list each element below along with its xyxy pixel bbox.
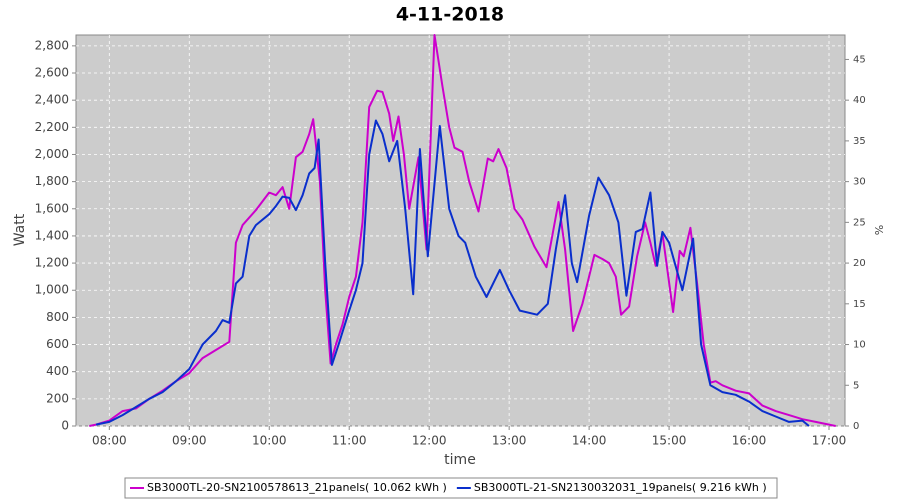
x-tick-label: 08:00 [92, 434, 127, 448]
x-axis-label: time [444, 452, 476, 468]
y2-tick-label: 25 [853, 217, 866, 228]
y-tick-label: 2,000 [35, 147, 69, 161]
y2-tick-label: 5 [853, 380, 859, 391]
y-tick-label: 1,800 [35, 174, 69, 188]
y2-axis-label: % [873, 225, 886, 235]
y-tick-label: 1,400 [35, 228, 69, 242]
y-tick-label: 1,200 [35, 256, 69, 270]
legend-label: SB3000TL-21-SN2130032031_19panels( 9.216… [474, 481, 767, 494]
y2-tick-label: 35 [853, 136, 866, 147]
y-axis-label: Watt [12, 213, 28, 246]
legend [124, 477, 778, 499]
y-tick-label: 200 [46, 391, 69, 405]
y2-tick-label: 30 [853, 177, 866, 188]
y2-tick-label: 40 [853, 95, 866, 106]
y-tick-label: 2,600 [35, 66, 69, 80]
x-tick-label: 11:00 [332, 434, 367, 448]
series-line [89, 34, 836, 427]
y2-tick-label: 45 [853, 54, 866, 65]
y-tick-label: 2,800 [35, 38, 69, 52]
y-tick-label: 400 [46, 364, 69, 378]
y-tick-label: 800 [46, 310, 69, 324]
x-tick-label: 17:00 [812, 434, 847, 448]
y2-tick-label: 15 [853, 299, 866, 310]
x-tick-label: 13:00 [492, 434, 527, 448]
x-tick-label: 15:00 [652, 434, 687, 448]
plot-area [75, 34, 846, 427]
chart-title: 4-11-2018 [396, 4, 504, 26]
x-tick-label: 14:00 [572, 434, 607, 448]
x-tick-label: 12:00 [412, 434, 447, 448]
y-tick-label: 600 [46, 337, 69, 351]
y2-tick-label: 0 [853, 421, 859, 432]
y-tick-label: 1,000 [35, 283, 69, 297]
series-line [95, 119, 810, 427]
x-tick-label: 09:00 [172, 434, 207, 448]
legend-label: SB3000TL-20-SN2100578613_21panels( 10.06… [147, 481, 447, 494]
y-tick-label: 2,200 [35, 120, 69, 134]
y2-tick-label: 20 [853, 258, 866, 269]
x-tick-label: 16:00 [732, 434, 767, 448]
y-tick-label: 0 [61, 419, 69, 433]
y-tick-label: 1,600 [35, 201, 69, 215]
y-tick-label: 2,400 [35, 93, 69, 107]
x-tick-label: 10:00 [252, 434, 287, 448]
y2-tick-label: 10 [853, 340, 866, 351]
